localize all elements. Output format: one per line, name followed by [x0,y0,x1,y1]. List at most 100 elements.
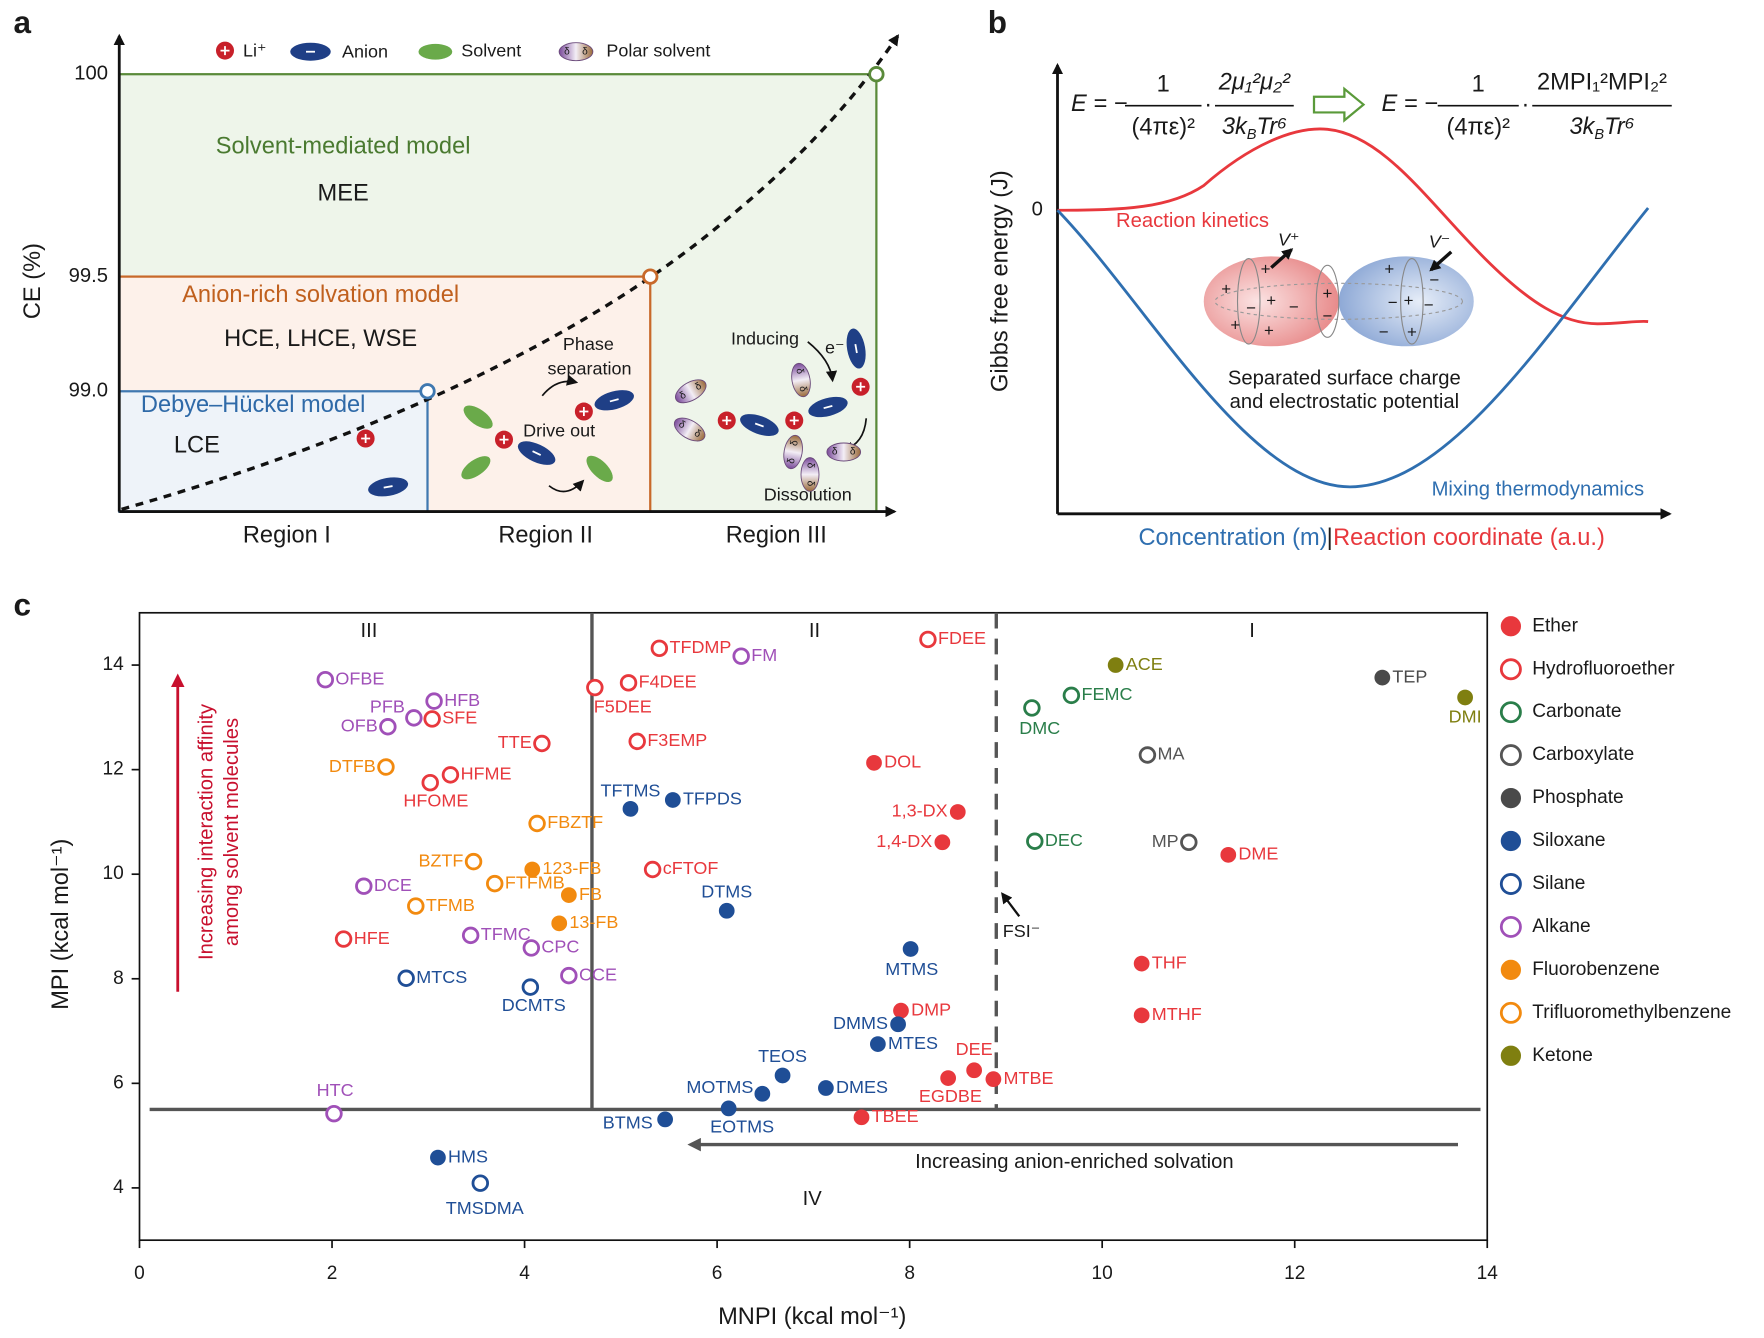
data-point [774,1067,791,1084]
y-tick-label: 12 [102,759,123,780]
point-label: MTBE [1004,1068,1054,1088]
x-tick-label: 8 [904,1263,915,1284]
point-label: TBEE [872,1106,919,1126]
delta: δ [678,390,689,403]
solvent [418,43,453,60]
legend-label: Ketone [1532,1045,1593,1066]
data-point [334,930,353,948]
model-name: Debye–Hückel model [141,392,365,418]
charge-sign: + [1264,321,1274,340]
equator [1214,282,1464,320]
delta: δ [789,439,801,447]
legend-marker [1500,959,1521,981]
equation-subscript: B [1247,127,1257,143]
ring [1236,258,1261,345]
plus-sign [361,434,371,444]
data-point [1107,657,1124,673]
point-label: BTMS [603,1113,653,1133]
anion [368,477,409,497]
point-label: MA [1158,744,1185,764]
polar-body [791,362,811,398]
delta: δ [850,447,856,458]
model-electrolytes: MEE [318,181,369,207]
x-tick-label: 2 [327,1263,338,1284]
x-axis-label: | [1327,525,1333,551]
charge-sign: − [1289,298,1299,317]
data-point [560,887,577,903]
data-point [471,1174,490,1192]
equation-term: 3kBTr⁶ [1222,114,1287,142]
implies-arrow [1312,86,1366,123]
legend-marker [1499,915,1522,938]
equation-term: · [1204,92,1212,118]
anion [808,396,848,418]
data-point [421,773,439,792]
delta: δ [564,46,570,57]
legend-marker [1499,744,1522,767]
y-tick-label: 14 [102,654,124,675]
minus-sign [383,485,393,489]
point-label: DEC [1045,830,1083,850]
data-point [397,969,415,987]
point-label: HFE [354,928,390,948]
point-label: TTE [498,732,532,752]
mixing-thermodynamics-curve [1056,207,1650,489]
ce-curve [121,34,900,511]
point-label: EOTMS [710,1116,774,1136]
arrow [1429,250,1453,272]
y-tick-label: 8 [113,968,124,989]
caption: and electrostatic potential [1230,391,1460,413]
point-label: THF [1152,952,1187,972]
data-point [423,710,441,728]
point-label: OFBE [335,668,384,688]
data-point [902,941,919,957]
polar-body [673,417,706,442]
equation-term: (4πε)² [1131,114,1195,140]
point-label: HTC [317,1080,354,1100]
point-label: EGDBE [919,1086,982,1106]
data-point [407,897,425,915]
charge-sign: + [1230,316,1240,335]
data-point [1023,699,1041,717]
transition-point [419,383,436,400]
annotation: among solvent molecules [221,718,243,946]
data-point [1457,689,1473,706]
x-tick-label: 6 [712,1263,723,1284]
minus-sign [754,422,764,428]
annotation: e⁻ [825,337,845,357]
data-point [379,718,397,736]
data-point [966,1062,983,1079]
panel-b: b 0 Gibbs free energy (J) Reaction kinet… [987,4,1672,551]
delta: δ [582,46,588,57]
data-point [664,792,681,808]
point-label: FTFMB [505,872,565,892]
data-point [355,877,373,895]
y-tick-label: 99.5 [69,265,108,287]
legend-marker [1499,873,1522,895]
data-point [377,758,395,776]
point-label: DCMTS [502,995,566,1015]
point-label: DMES [836,1077,888,1097]
data-point [464,852,483,871]
data-point [718,902,735,919]
region-label: Region III [726,523,827,549]
delta: δ [786,457,798,465]
data-point [430,1149,446,1166]
model-electrolytes: HCE, LHCE, WSE [224,326,417,352]
point-label: TEOS [758,1046,807,1066]
point-label: FEMC [1081,684,1132,704]
point-label: MOTMS [686,1077,753,1097]
model-name: Solvent-mediated model [216,134,471,160]
equation-term: 2MPI₁²MPI₂² [1537,69,1667,95]
x-tick-label: 12 [1284,1263,1305,1284]
polar-body [800,457,820,492]
delta: δ [693,381,704,394]
model-electrolytes: LCE [174,433,220,459]
point-label: DMP [911,999,951,1019]
plus-sign [499,435,509,445]
point-label: MTCS [416,967,467,987]
arrow [548,479,585,493]
annotation: FSI⁻ [1003,921,1040,941]
legend-label: Siloxane [1532,830,1605,851]
data-point [1180,833,1198,852]
